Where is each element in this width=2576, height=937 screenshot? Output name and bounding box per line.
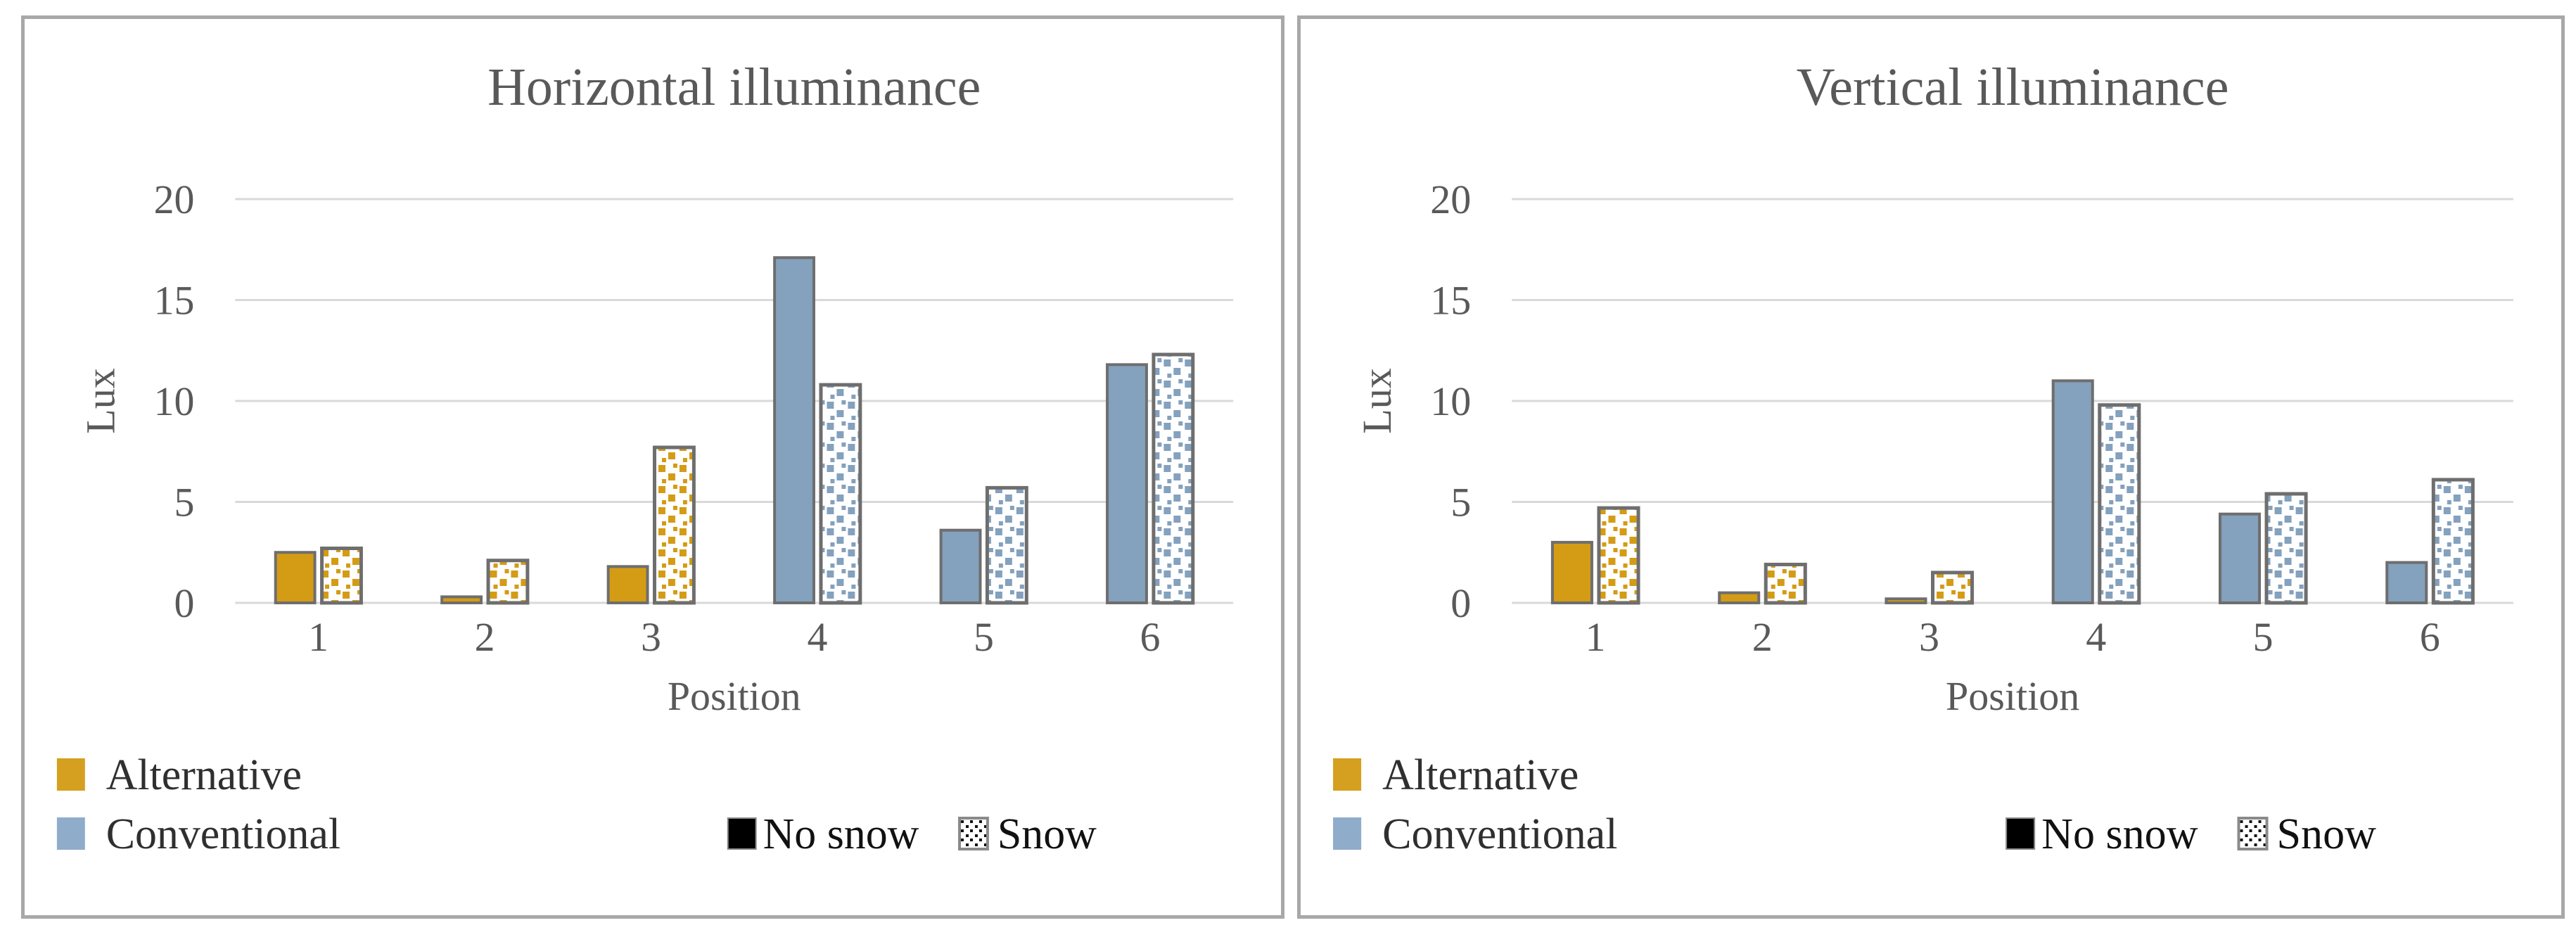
legend-conventional-label: Conventional	[1382, 810, 1617, 858]
bar-no-snow-position-1	[274, 551, 317, 604]
vertical-illuminance-chart: Vertical illuminance 0 5 10 15 20 Lux 1 2 3 4 5 6 Pos…	[1333, 58, 2513, 858]
bar-snow-position-1	[1597, 506, 1640, 605]
x-tick-label: 6	[1140, 614, 1160, 660]
x-tick-label: 3	[1919, 614, 1939, 660]
legend-snow-swatch	[2237, 817, 2269, 850]
legend-alternative-swatch	[56, 758, 85, 791]
horizontal-illuminance-chart: Horizontal illuminance 0 5 10 15 20 Lux 1 2 3 4 5 6 P…	[56, 58, 1234, 858]
y-tick-label: 15	[154, 277, 195, 323]
bar-snow-position-5	[2264, 492, 2308, 605]
y-tick-label: 20	[154, 177, 195, 222]
bar-snow-position-3	[653, 445, 696, 605]
y-axis-label: Lux	[78, 368, 124, 433]
bar-no-snow-position-5	[2218, 512, 2262, 604]
x-tick-label: 5	[974, 614, 994, 660]
legend-alternative-swatch	[1333, 758, 1362, 791]
bar-snow-position-2	[1764, 562, 1807, 605]
chart-panel-vertical-illuminance: Vertical illuminance 0 5 10 15 20 Lux 1 2 3 4 5 6 Pos…	[1297, 15, 2565, 919]
legend-no-snow-label: No snow	[763, 810, 919, 858]
bar-snow-position-5	[985, 485, 1028, 605]
legend-no-snow-swatch	[2006, 817, 2036, 850]
bar-no-snow-position-3	[1885, 597, 1927, 605]
chart-title: Horizontal illuminance	[487, 58, 981, 117]
bar-snow-position-6	[2431, 478, 2475, 605]
legend-no-snow-swatch	[727, 817, 757, 850]
x-tick-label: 3	[641, 614, 661, 660]
bar-snow-position-4	[2098, 403, 2141, 605]
chart-title: Vertical illuminance	[1797, 58, 2229, 117]
legend-snow-label: Snow	[2277, 810, 2377, 858]
x-axis-label: Position	[1946, 673, 2079, 719]
y-tick-label: 15	[1430, 278, 1471, 324]
legend-snow-label: Snow	[997, 810, 1097, 858]
bar-no-snow-position-5	[939, 528, 982, 604]
y-tick-label: 20	[1430, 177, 1471, 222]
y-tick-label: 5	[1450, 480, 1471, 525]
bar-no-snow-position-2	[440, 595, 483, 605]
legend-no-snow-label: No snow	[2041, 810, 2198, 858]
x-axis-label: Position	[668, 673, 801, 719]
bar-snow-position-6	[1152, 352, 1195, 605]
bar-snow-position-2	[486, 559, 530, 605]
x-tick-label: 1	[308, 614, 329, 660]
bar-snow-position-4	[819, 383, 862, 605]
x-tick-label: 5	[2253, 614, 2274, 660]
bar-no-snow-position-2	[1718, 591, 1761, 605]
bar-no-snow-position-6	[2385, 561, 2428, 604]
x-tick-label: 2	[1752, 614, 1773, 660]
x-tick-label: 2	[475, 614, 495, 660]
bar-no-snow-position-3	[606, 565, 649, 605]
bar-snow-position-3	[1931, 571, 1975, 605]
y-tick-label: 10	[1430, 378, 1471, 424]
bar-no-snow-position-6	[1106, 363, 1148, 604]
x-tick-label: 1	[1585, 614, 1605, 660]
legend-alternative-label: Alternative	[106, 751, 302, 799]
chart-panel-horizontal-illuminance: Horizontal illuminance 0 5 10 15 20 Lux 1 2 3 4 5 6 P…	[21, 15, 1284, 919]
y-tick-label: 0	[174, 580, 195, 626]
bar-no-snow-position-4	[2051, 379, 2094, 604]
y-axis-label: Lux	[1354, 368, 1400, 433]
bar-snow-position-1	[320, 547, 363, 605]
y-tick-label: 10	[154, 378, 195, 424]
legend-snow-swatch	[958, 817, 989, 850]
x-tick-label: 6	[2420, 614, 2440, 660]
legend-conventional-swatch	[1333, 817, 1362, 850]
legend-conventional-swatch	[56, 817, 85, 850]
x-tick-label: 4	[2086, 614, 2106, 660]
bar-no-snow-position-1	[1550, 540, 1593, 605]
y-tick-label: 5	[174, 479, 195, 525]
y-tick-label: 0	[1450, 580, 1471, 626]
legend-alternative-label: Alternative	[1382, 751, 1579, 799]
x-tick-label: 4	[808, 614, 828, 660]
legend-conventional-label: Conventional	[106, 810, 340, 858]
bar-no-snow-position-4	[773, 256, 815, 604]
